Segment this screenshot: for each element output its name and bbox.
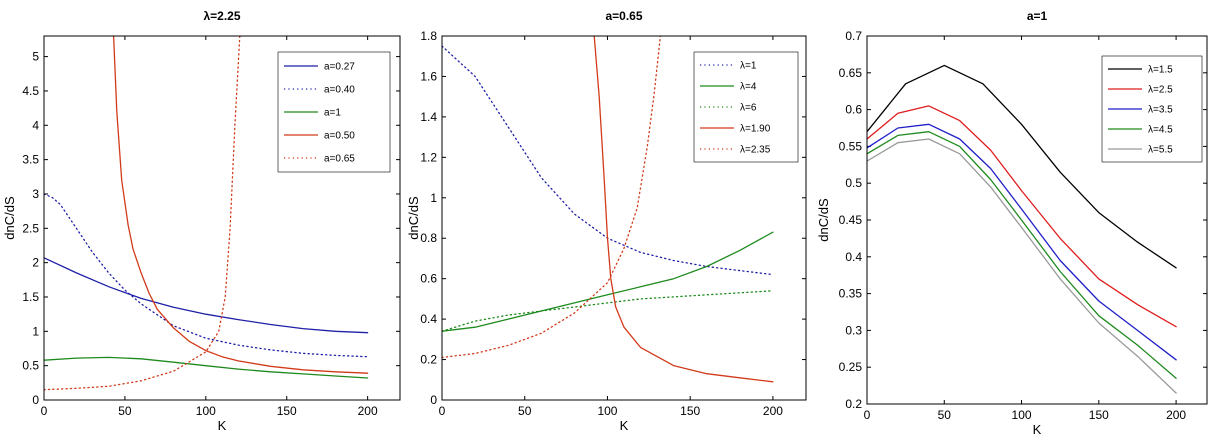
x-tick-label: 50: [938, 408, 952, 422]
x-tick-label: 150: [277, 404, 297, 418]
x-axis-label: K: [1033, 422, 1042, 437]
series-line-λ=4: [442, 231, 774, 332]
y-tick-label: 0.7: [845, 29, 862, 43]
y-tick-label: 5: [32, 50, 39, 64]
y-tick-label: 3: [32, 187, 39, 201]
y-tick-label: 0.5: [22, 359, 39, 373]
y-tick-label: 0.6: [420, 272, 437, 286]
x-tick-label: 200: [358, 404, 378, 418]
legend-label: λ=4: [740, 82, 757, 93]
legend: λ=1.5 λ=2.5 λ=3.5 λ=4.5 λ=5.5: [1101, 55, 1203, 163]
y-tick-label: 0.55: [839, 139, 863, 153]
y-tick-label: 0.65: [839, 66, 863, 80]
axes-frame: [43, 35, 401, 401]
y-tick-label: 0: [430, 393, 437, 407]
x-tick-label: 200: [763, 404, 783, 418]
y-tick-label: 1.6: [420, 69, 437, 83]
y-tick-label: 0.4: [845, 250, 862, 264]
legend-label: λ=2.35: [740, 145, 771, 156]
axes-frame: [866, 35, 1208, 405]
legend-label: a=1: [324, 108, 341, 119]
series-line-λ=2.5: [867, 105, 1177, 328]
legend: a=0.27 a=0.40 a=1 a=0.50 a=0.65: [277, 51, 391, 173]
chart-panel-1: λ=2.25 0 50 100 150 200 0 0.5 1 1.5 2 2.5 3 3.5 4 4.5 5 K…: [2, 9, 401, 433]
y-tick-label: 4: [32, 118, 39, 132]
y-tick-label: 0.2: [420, 353, 437, 367]
y-tick-label: 4.5: [22, 84, 39, 98]
legend-label: λ=1.90: [740, 124, 771, 135]
series-line-a=1: [44, 356, 369, 379]
y-tick-label: 1.4: [420, 110, 437, 124]
y-axis-label: dnC/dS: [406, 196, 421, 240]
y-tick-label: 0.4: [420, 312, 437, 326]
chart-title: a=0.65: [605, 9, 642, 23]
legend-label: λ=6: [740, 103, 757, 114]
y-tick-label: 1.8: [420, 29, 437, 43]
series-line-λ=2.35: [442, 36, 662, 359]
y-tick-label: 1: [32, 324, 39, 338]
legend: λ=1 λ=4 λ=6 λ=1.90 λ=2.35: [693, 51, 799, 163]
legend-box: [693, 51, 799, 163]
legend-label: a=0.40: [324, 85, 355, 96]
x-tick-label: 50: [118, 404, 132, 418]
series-line-λ=1.5: [867, 64, 1177, 269]
legend-label: λ=1: [740, 61, 757, 72]
x-tick-label: 50: [518, 404, 532, 418]
legend-label: a=0.65: [324, 154, 355, 165]
x-tick-label: 100: [1012, 408, 1032, 422]
legend-label: λ=4.5: [1148, 125, 1173, 136]
x-axis-label: K: [218, 418, 227, 433]
y-tick-label: 1: [430, 191, 437, 205]
y-tick-label: 1.2: [420, 150, 437, 164]
legend-label: λ=2.5: [1148, 85, 1173, 96]
y-axis-label: dnC/dS: [816, 198, 831, 242]
series-line-λ=5.5: [867, 138, 1177, 394]
y-tick-label: 3.5: [22, 153, 39, 167]
x-axis-label: K: [620, 418, 629, 433]
legend-label: λ=1.5: [1148, 65, 1173, 76]
series-line-a=0.40: [44, 193, 369, 358]
x-tick-label: 0: [41, 404, 48, 418]
y-tick-label: 0.6: [845, 103, 862, 117]
x-tick-label: 150: [1089, 408, 1109, 422]
axes-frame: [441, 35, 807, 401]
legend-label: λ=5.5: [1148, 145, 1173, 156]
chart-title: a=1: [1027, 9, 1048, 23]
y-tick-label: 1.5: [22, 290, 39, 304]
legend-label: λ=3.5: [1148, 105, 1173, 116]
x-tick-label: 100: [597, 404, 617, 418]
series-line-λ=3.5: [867, 123, 1177, 361]
y-tick-label: 0.35: [839, 287, 863, 301]
chart-panel-3: a=1 0 50 100 150 200 0.2 0.25 0.3 0.35 0.4 0.45 0.5 0…: [816, 9, 1208, 437]
series-line-λ=1.90: [593, 36, 774, 383]
series-line-λ=4.5: [867, 131, 1177, 379]
x-tick-label: 200: [1166, 408, 1186, 422]
y-tick-label: 0.25: [839, 360, 863, 374]
series-line-λ=6: [442, 290, 774, 332]
y-tick-label: 0.8: [420, 231, 437, 245]
y-tick-label: 0.45: [839, 213, 863, 227]
series-group: [442, 36, 774, 383]
y-tick-label: 0.3: [845, 323, 862, 337]
chart-title: λ=2.25: [203, 9, 240, 23]
y-tick-label: 2: [32, 256, 39, 270]
x-tick-label: 100: [196, 404, 216, 418]
y-tick-label: 2.5: [22, 221, 39, 235]
legend-label: a=0.27: [324, 62, 355, 73]
series-group: [44, 36, 369, 391]
y-axis-label: dnC/dS: [2, 196, 17, 240]
legend-label: a=0.50: [324, 131, 355, 142]
y-tick-label: 0.5: [845, 176, 862, 190]
x-tick-label: 0: [864, 408, 871, 422]
y-tick-label: 0: [32, 393, 39, 407]
series-line-a=0.50: [112, 36, 369, 374]
chart-panel-2: a=0.65 0 50 100 150 200 0 0.2 0.4 0.6 0.8 1 1.2 1.4 1.…: [406, 9, 807, 433]
series-group: [867, 64, 1177, 394]
series-line-a=0.27: [44, 257, 369, 334]
x-tick-label: 0: [439, 404, 446, 418]
y-tick-label: 0.2: [845, 397, 862, 411]
x-tick-label: 150: [680, 404, 700, 418]
series-line-a=0.65: [44, 36, 241, 391]
